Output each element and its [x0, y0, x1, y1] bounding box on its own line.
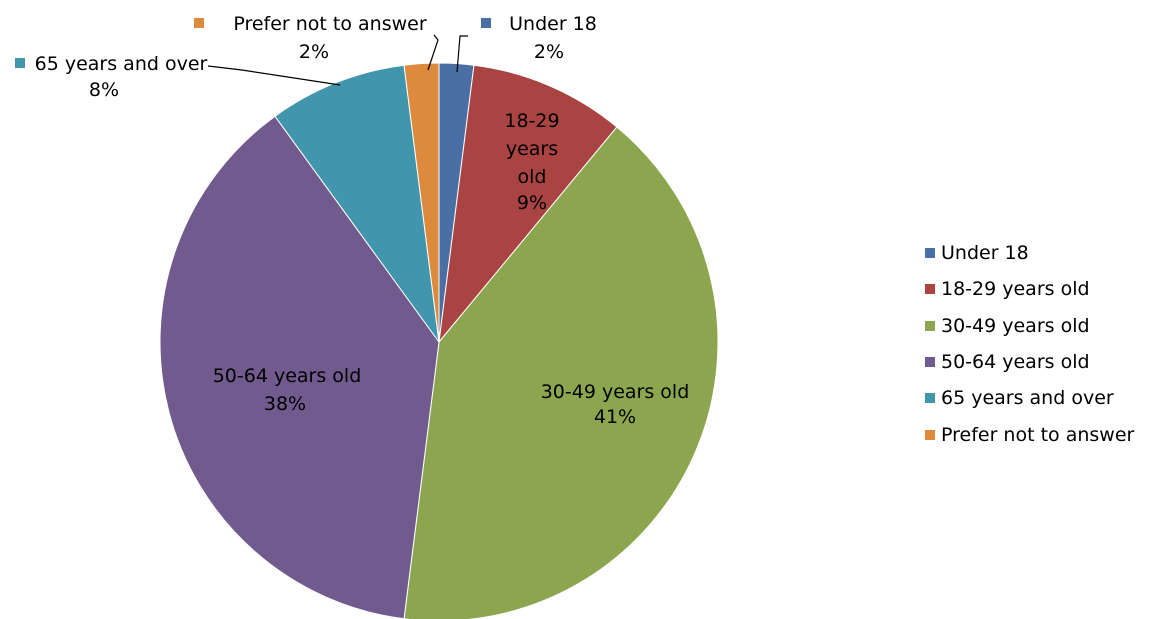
data-label-50-64-years-old-value: 38%	[264, 393, 306, 415]
data-label-swatch-65-years-and-over	[15, 58, 25, 68]
pie-slice-50-64-years-old	[159, 115, 440, 619]
data-label-65-years-and-over-value: 8%	[89, 79, 119, 101]
legend-item-30-49-years-old: 30-49 years old	[925, 308, 1134, 344]
data-label-30-49-years-old-value: 41%	[594, 406, 636, 428]
pie-slice-65-years-and-over	[274, 64, 440, 343]
legend-item-50-64-years-old: 50-64 years old	[925, 344, 1134, 380]
data-label-under-18-value: 2%	[534, 41, 564, 63]
pie-slice-18-29-years-old	[438, 64, 618, 344]
legend-label: 50-64 years old	[941, 351, 1090, 374]
legend-label: 18-29 years old	[941, 278, 1090, 301]
legend-label: Under 18	[941, 242, 1029, 265]
pie-slice-prefer-not-to-answer	[403, 62, 440, 343]
data-labels: Under 18 2% 18-29 years old 9% 30-49 years old…	[15, 13, 689, 428]
legend-item-18-29-years-old: 18-29 years old	[925, 271, 1134, 307]
data-label-18-29-years-old-name: 18-29	[504, 110, 559, 132]
data-label-swatch-prefer-not-to-answer	[194, 18, 204, 28]
legend-item-65-years-and-over: 65 years and over	[925, 380, 1134, 416]
data-label-swatch-under-18	[481, 18, 491, 28]
data-label-18-29-years-old-name: years	[506, 138, 558, 160]
legend-swatch	[925, 393, 935, 404]
leader-lines	[207, 34, 468, 86]
legend-label: 65 years and over	[941, 387, 1114, 410]
legend-swatch	[925, 248, 935, 259]
legend-swatch	[925, 320, 935, 331]
pie-slices	[159, 62, 719, 619]
pie-slice-30-49-years-old	[403, 126, 719, 619]
data-label-prefer-not-to-answer-name: Prefer not to answer	[233, 13, 427, 35]
data-label-50-64-years-old-name: 50-64 years old	[213, 365, 362, 387]
legend-swatch	[925, 429, 935, 440]
data-label-prefer-not-to-answer-value: 2%	[299, 41, 329, 63]
legend-swatch	[925, 357, 935, 368]
chart-legend: Under 18 18-29 years old 30-49 years old 50…	[925, 235, 1134, 453]
data-label-30-49-years-old-name: 30-49 years old	[541, 381, 690, 403]
data-label-under-18-name: Under 18	[509, 13, 597, 35]
legend-label: 30-49 years old	[941, 314, 1090, 337]
data-label-18-29-years-old-value: 9%	[517, 192, 547, 214]
data-label-18-29-years-old-name: old	[518, 166, 547, 188]
legend-item-under-18: Under 18	[925, 235, 1134, 271]
legend-label: Prefer not to answer	[941, 423, 1135, 446]
leader-line-under-18	[456, 35, 468, 73]
leader-line-prefer-not-to-answer	[427, 34, 439, 71]
leader-line-65-years-and-over	[207, 65, 341, 86]
data-label-65-years-and-over-name: 65 years and over	[35, 53, 208, 75]
legend-item-prefer-not-to-answer: Prefer not to answer	[925, 416, 1134, 452]
legend-swatch	[925, 284, 935, 295]
